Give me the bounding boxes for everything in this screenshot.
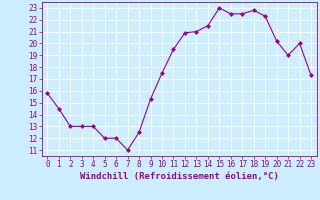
X-axis label: Windchill (Refroidissement éolien,°C): Windchill (Refroidissement éolien,°C) [80,172,279,181]
